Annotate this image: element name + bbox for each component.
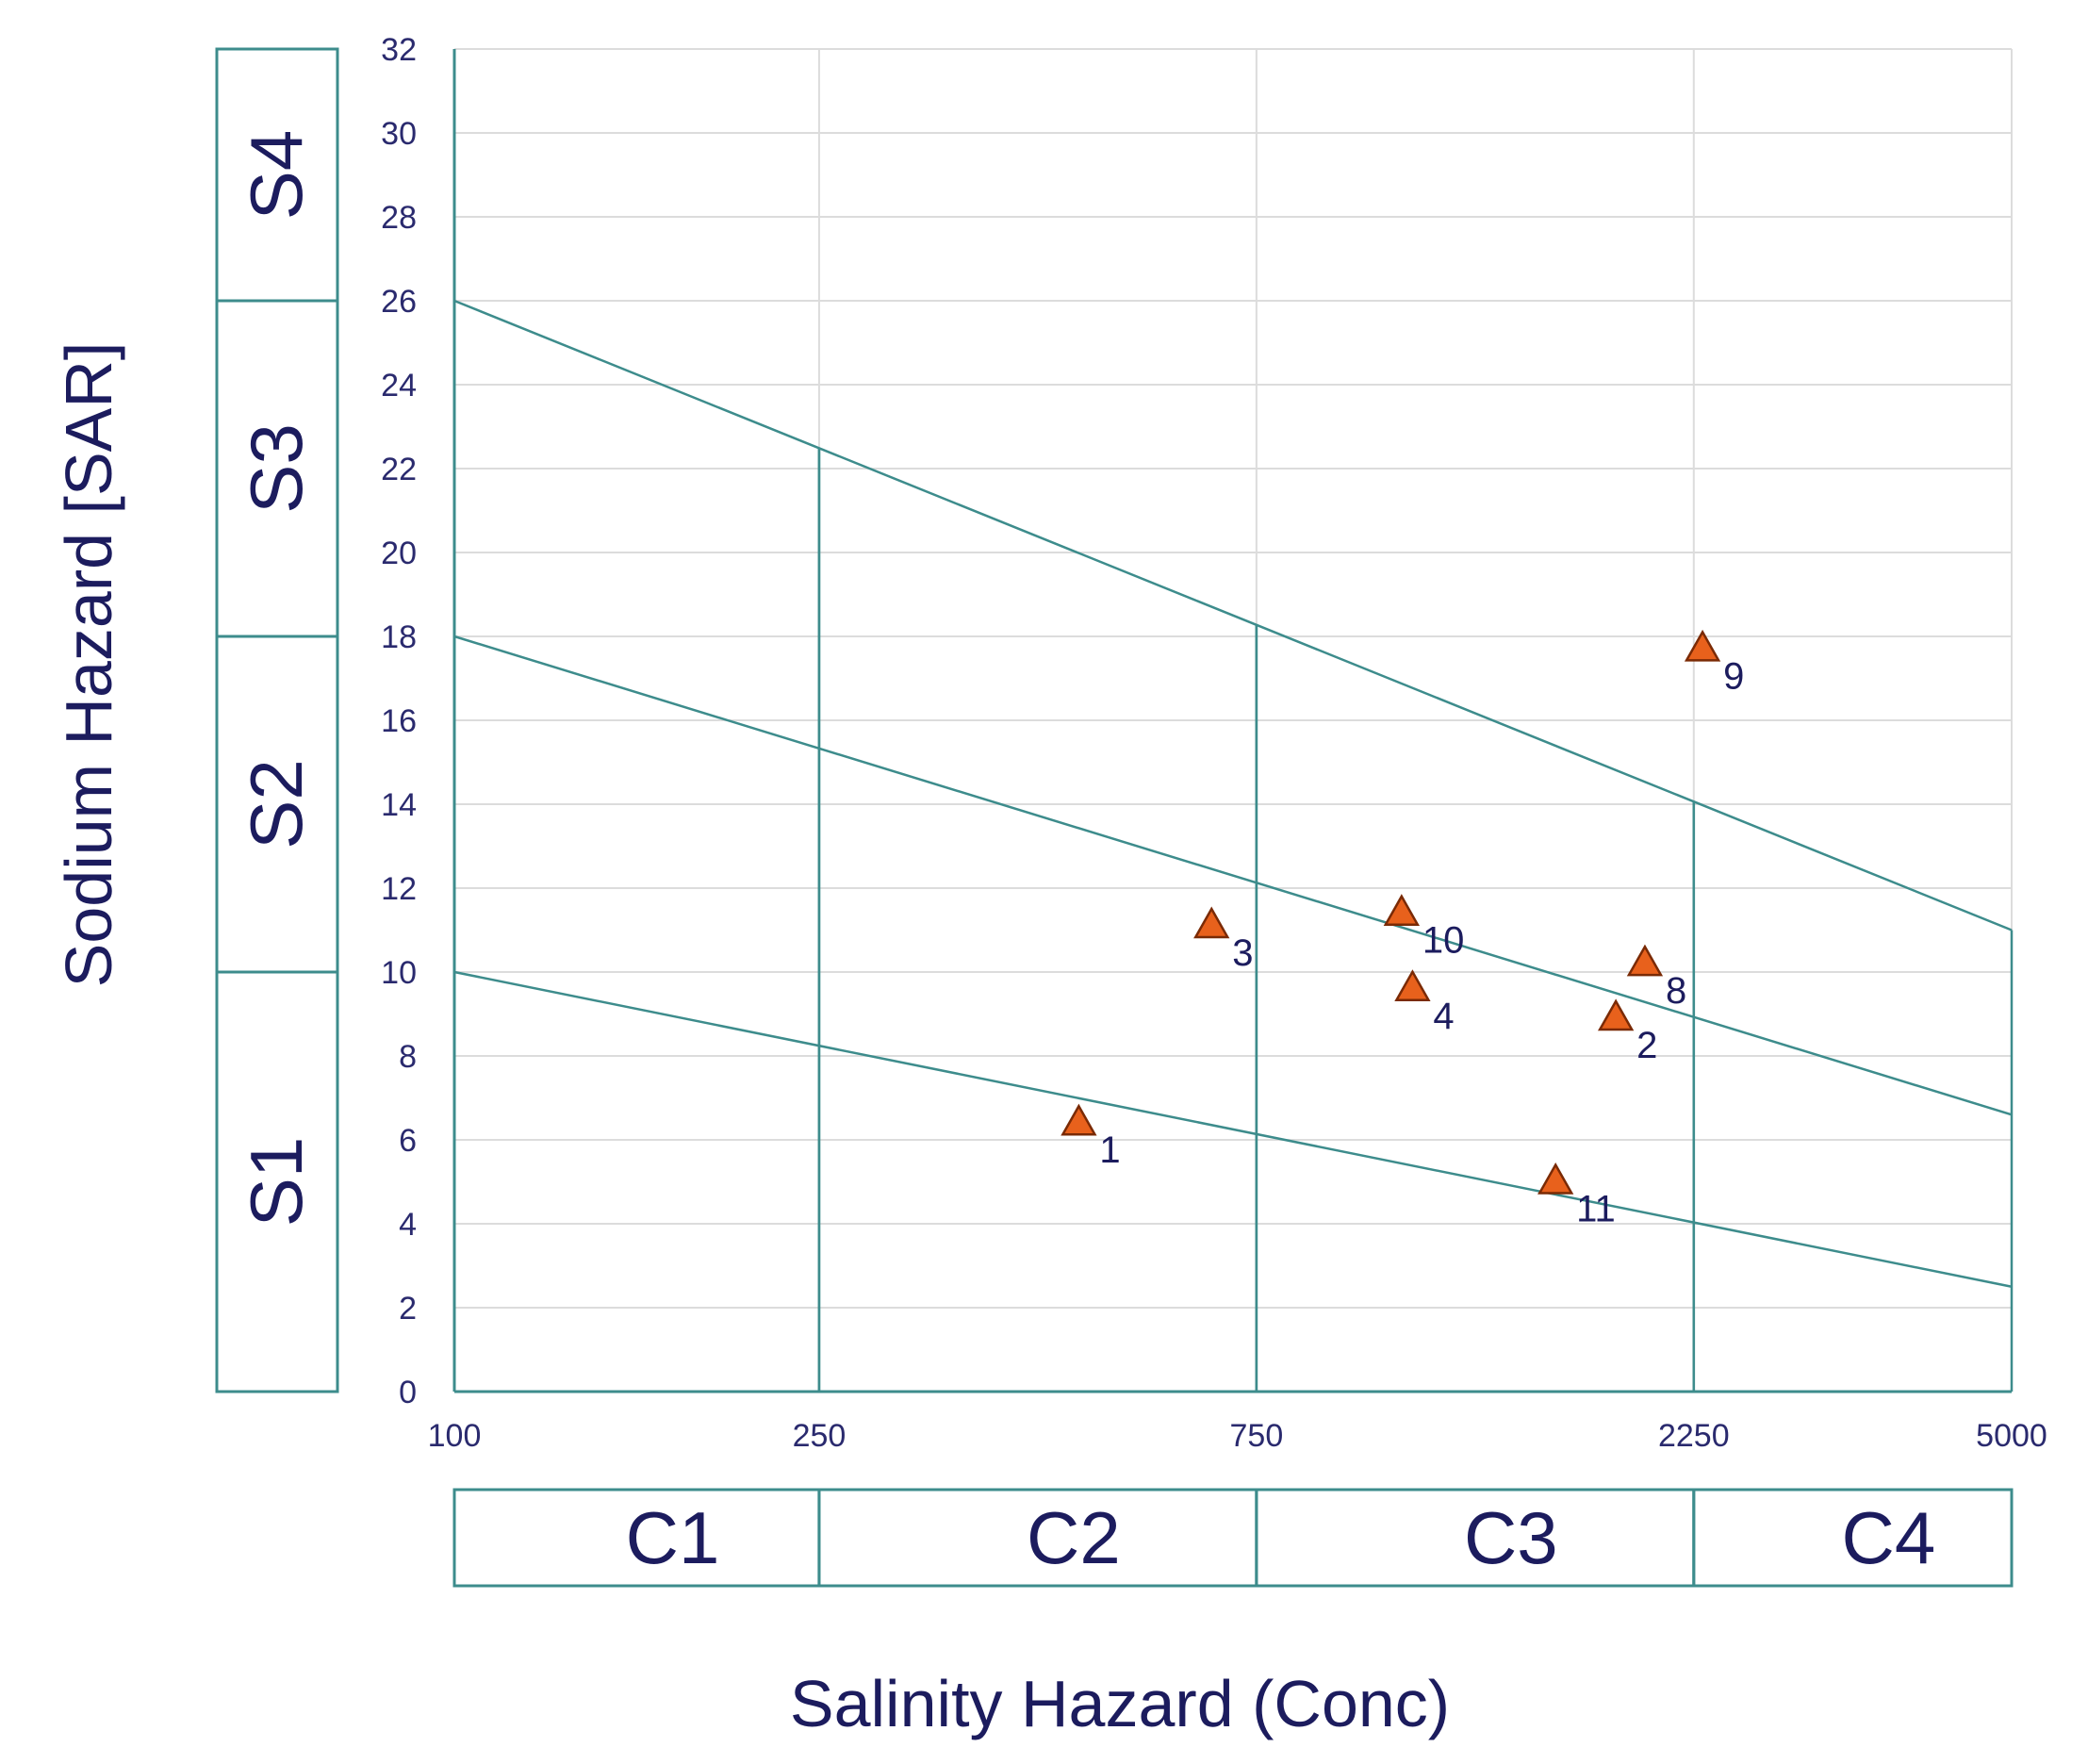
salinity-class-label: C1 bbox=[626, 1496, 720, 1579]
data-point-label: 9 bbox=[1723, 655, 1744, 697]
data-point-label: 10 bbox=[1422, 920, 1465, 962]
y-tick-label: 10 bbox=[381, 955, 417, 991]
data-point-marker bbox=[1394, 969, 1431, 1002]
y-tick-label: 12 bbox=[381, 871, 417, 907]
y-tick-label: 24 bbox=[381, 368, 417, 404]
data-point-marker bbox=[1193, 906, 1230, 939]
data-point-label: 2 bbox=[1636, 1025, 1657, 1066]
y-tick-label: 22 bbox=[381, 452, 417, 487]
data-point-marker bbox=[1383, 894, 1420, 926]
y-tick-label: 8 bbox=[399, 1039, 417, 1075]
data-point-marker bbox=[1537, 1162, 1574, 1195]
boundary-line bbox=[453, 635, 2013, 1116]
salinity-class-box bbox=[1692, 1488, 2014, 1588]
y-tick-label: 30 bbox=[381, 116, 417, 152]
x-axis-ticks: 100 250 750 2250 5000 bbox=[428, 1418, 2047, 1454]
sodium-class-box bbox=[215, 47, 339, 303]
data-point-label: 4 bbox=[1433, 996, 1454, 1037]
x-tick-label: 750 bbox=[1230, 1418, 1284, 1454]
data-points: 1 2 3 4 8 9 10 11 bbox=[1060, 629, 1744, 1230]
data-point-label: 3 bbox=[1232, 932, 1253, 974]
grid-lines bbox=[453, 48, 2013, 1392]
sodium-class-boxes: S1 S2 S3 S4 bbox=[215, 47, 339, 1393]
y-axis-title: Sodium Hazard [SAR] bbox=[52, 342, 125, 988]
sodium-class-label: S2 bbox=[235, 759, 318, 849]
sodium-class-label: S4 bbox=[235, 130, 318, 220]
y-tick-label: 4 bbox=[399, 1207, 417, 1243]
data-point-label: 8 bbox=[1666, 970, 1686, 1012]
data-point-marker bbox=[1626, 944, 1664, 977]
sodium-class-label: S1 bbox=[235, 1137, 318, 1227]
data-point-label: 11 bbox=[1576, 1189, 1616, 1230]
x-tick-label: 250 bbox=[793, 1418, 847, 1454]
plot-frame bbox=[452, 49, 2012, 1393]
y-tick-label: 18 bbox=[381, 619, 417, 655]
y-tick-label: 32 bbox=[381, 32, 417, 68]
x-tick-label: 100 bbox=[428, 1418, 482, 1454]
y-tick-label: 2 bbox=[399, 1291, 417, 1327]
y-tick-label: 26 bbox=[381, 284, 417, 320]
data-point-marker bbox=[1684, 629, 1721, 662]
class-boundary-lines bbox=[453, 299, 2014, 1392]
y-tick-label: 28 bbox=[381, 200, 417, 236]
y-tick-label: 0 bbox=[399, 1375, 417, 1410]
y-tick-label: 20 bbox=[381, 536, 417, 571]
boundary-line bbox=[453, 299, 2013, 931]
y-tick-label: 6 bbox=[399, 1123, 417, 1159]
data-point-label: 1 bbox=[1099, 1129, 1120, 1171]
salinity-class-label: C3 bbox=[1464, 1496, 1558, 1579]
salinity-class-boxes: C1 C2 C3 C4 bbox=[452, 1488, 2014, 1588]
sodium-class-label: S3 bbox=[235, 423, 318, 513]
data-point-marker bbox=[1597, 998, 1635, 1031]
salinity-class-label: C2 bbox=[1027, 1496, 1121, 1579]
x-tick-label: 2250 bbox=[1658, 1418, 1730, 1454]
y-tick-label: 16 bbox=[381, 703, 417, 739]
x-axis-title: Salinity Hazard (Conc) bbox=[790, 1667, 1450, 1740]
y-tick-label: 14 bbox=[381, 787, 417, 823]
data-point-marker bbox=[1060, 1103, 1097, 1136]
boundary-line bbox=[453, 970, 2013, 1288]
salinity-class-label: C4 bbox=[1842, 1496, 1936, 1579]
x-tick-label: 5000 bbox=[1976, 1418, 2047, 1454]
